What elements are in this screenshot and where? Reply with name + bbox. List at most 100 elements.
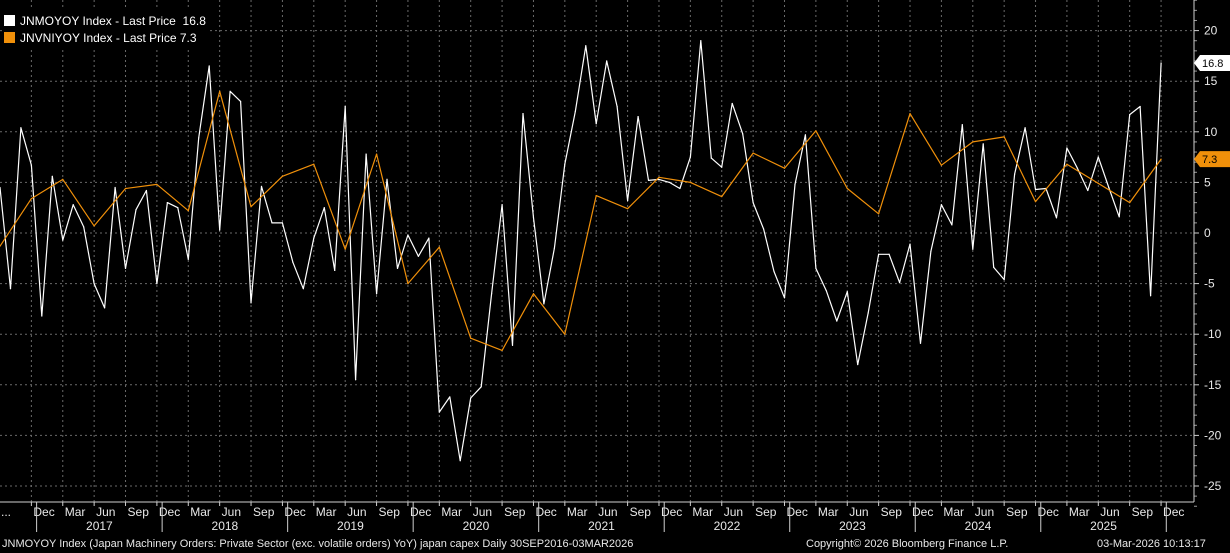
data-point-jnvniyoy: [187, 210, 189, 212]
footer-timestamp: 03-Mar-2026 10:13:17: [1097, 538, 1206, 550]
data-point-jnvniyoy: [62, 178, 64, 180]
data-point-jnmoyoy: [355, 379, 357, 381]
data-point-jnmoyoy: [72, 204, 74, 206]
x-tick-label: Jun: [849, 505, 868, 519]
data-point-jnmoyoy: [898, 281, 901, 284]
data-point-jnmoyoy: [564, 163, 566, 165]
year-label: 2022: [714, 519, 741, 533]
data-point-jnmoyoy: [846, 291, 848, 293]
data-point-jnmoyoy: [114, 186, 116, 189]
data-point-jnmoyoy: [731, 102, 733, 105]
x-tick-label: Jun: [473, 505, 492, 519]
legend-item-jnvniyoy: JNVNIYOY Index - Last Price 7.3: [4, 29, 206, 46]
data-point-jnmoyoy: [449, 396, 451, 398]
data-point-jnvniyoy: [532, 293, 535, 295]
x-tick-label: Jun: [96, 505, 115, 519]
data-point-jnvniyoy: [721, 195, 723, 198]
data-point-jnmoyoy: [1003, 278, 1005, 281]
data-point-jnmoyoy: [166, 202, 168, 204]
data-point-jnmoyoy: [721, 166, 723, 168]
y-tick-label: -25: [1204, 479, 1222, 493]
data-point-jnmoyoy: [407, 234, 409, 236]
data-point-jnmoyoy: [647, 179, 650, 181]
y-axis: 20 15 10 5 0 -5 -10 -15 -20 -25: [1193, 0, 1222, 507]
data-point-jnmoyoy: [972, 248, 974, 250]
data-point-jnmoyoy: [742, 133, 744, 135]
data-point-jnmoyoy: [909, 243, 911, 245]
data-point-jnmoyoy: [585, 45, 587, 47]
data-point-jnmoyoy: [543, 303, 545, 305]
year-label: 2023: [839, 519, 866, 533]
data-point-jnmoyoy: [229, 90, 231, 92]
data-point-jnmoyoy: [344, 105, 346, 108]
data-point-jnvniyoy: [281, 175, 284, 177]
data-point-jnmoyoy: [522, 112, 524, 115]
data-point-jnmoyoy: [83, 226, 85, 228]
year-label: 2020: [463, 519, 490, 533]
legend-item-jnmoyoy: JNMOYOY Index - Last Price 16.8: [4, 12, 206, 29]
data-point-jnmoyoy: [658, 178, 660, 180]
x-tick-label: Dec: [410, 505, 431, 519]
last-price-marker-jnvniyoy: 7.3: [1194, 151, 1230, 168]
data-point-jnvniyoy: [1160, 158, 1162, 160]
last-price-box: [1194, 54, 1230, 71]
data-point-jnmoyoy: [982, 143, 984, 145]
legend-label-jnmoyoy: JNMOYOY Index - Last Price: [20, 13, 176, 28]
x-tick-label: Sep: [379, 505, 401, 519]
data-point-jnmoyoy: [857, 363, 859, 366]
x-tick-label: Dec: [535, 505, 556, 519]
data-point-jnmoyoy: [804, 134, 807, 136]
data-point-jnvniyoy: [156, 183, 158, 186]
data-point-jnmoyoy: [292, 261, 294, 263]
data-point-jnmoyoy: [1150, 295, 1152, 297]
y-tick-label: -10: [1204, 327, 1222, 341]
data-point-jnmoyoy: [961, 124, 963, 126]
data-point-jnmoyoy: [930, 250, 932, 252]
data-point-jnvniyoy: [846, 187, 848, 190]
data-point-jnmoyoy: [710, 157, 712, 159]
data-point-jnmoyoy: [271, 222, 273, 224]
legend: JNMOYOY Index - Last Price 16.8 JNVNIYOY…: [2, 10, 210, 48]
data-point-jnvniyoy: [438, 246, 440, 248]
data-point-jnvniyoy: [627, 208, 629, 210]
data-point-jnmoyoy: [20, 127, 22, 129]
data-point-jnmoyoy: [124, 267, 127, 270]
data-point-jnmoyoy: [302, 288, 304, 290]
data-point-jnmoyoy: [260, 185, 263, 188]
data-point-jnmoyoy: [867, 312, 869, 314]
x-tick-label: Mar: [818, 505, 839, 519]
data-point-jnmoyoy: [616, 105, 618, 108]
data-point-jnvniyoy: [250, 206, 252, 208]
data-point-jnmoyoy: [93, 283, 95, 285]
legend-value-jnvniyoy: 7.3: [179, 30, 197, 45]
data-point-jnvniyoy: [0, 245, 1, 247]
data-point-jnmoyoy: [553, 247, 555, 249]
x-tick-label: Sep: [504, 505, 526, 519]
legend-label-jnvniyoy: JNVNIYOY Index - Last Price: [20, 30, 177, 45]
x-tick-label: Jun: [222, 505, 241, 519]
data-point-jnmoyoy: [239, 100, 242, 103]
y-tick-label: 5: [1204, 175, 1211, 189]
x-tick-label: Dec: [1163, 505, 1184, 519]
x-tick-label: Sep: [755, 505, 777, 519]
data-point-jnmoyoy: [9, 288, 12, 290]
data-point-jnmoyoy: [375, 293, 378, 295]
data-point-jnvniyoy: [752, 152, 754, 154]
data-point-jnvniyoy: [1003, 136, 1005, 138]
data-point-jnmoyoy: [470, 397, 472, 399]
year-label: 2019: [337, 519, 364, 533]
x-tick-label: Jun: [724, 505, 743, 519]
data-point-jnmoyoy: [815, 267, 817, 270]
x-tick-label: Dec: [661, 505, 682, 519]
data-point-jnmoyoy: [438, 411, 440, 413]
data-point-jnmoyoy: [1024, 127, 1026, 129]
data-point-jnvniyoy: [1034, 201, 1037, 203]
series-line-jnmoyoy: [0, 40, 1162, 462]
data-point-jnmoyoy: [334, 269, 336, 272]
data-point-jnmoyoy: [919, 342, 922, 344]
x-tick-label: Sep: [881, 505, 903, 519]
data-point-jnmoyoy: [365, 153, 367, 155]
x-tick-label: ...: [1, 505, 11, 519]
y-tick-label: 10: [1204, 125, 1218, 139]
y-tick-label: -20: [1204, 428, 1222, 442]
